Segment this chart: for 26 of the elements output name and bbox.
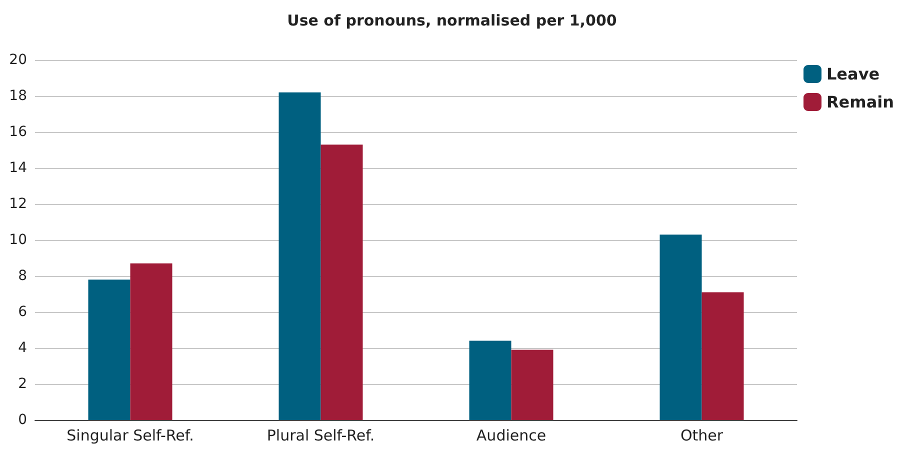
bar (88, 280, 130, 420)
bar (511, 350, 554, 420)
y-tick-label: 0 (18, 412, 27, 428)
bar (320, 144, 363, 420)
x-tick-label: Singular Self-Ref. (66, 426, 194, 444)
bar (130, 263, 172, 420)
bar (469, 340, 512, 420)
legend-label: Remain (826, 92, 894, 112)
y-tick-label: 14 (9, 160, 28, 176)
legend-label: Leave (826, 64, 880, 84)
bar (660, 234, 702, 420)
x-tick-label: Other (680, 426, 724, 444)
y-tick-label: 4 (18, 340, 28, 356)
bar (278, 92, 321, 420)
y-tick-label: 12 (9, 196, 27, 212)
bar (702, 292, 744, 420)
x-tick-label: Plural Self-Ref. (266, 426, 375, 444)
y-tick-label: 16 (9, 124, 28, 140)
y-tick-label: 8 (18, 268, 27, 284)
y-tick-label: 20 (9, 52, 27, 68)
y-tick-label: 6 (18, 304, 28, 320)
x-tick-label: Audience (476, 426, 546, 444)
chart-title: Use of pronouns, normalised per 1,000 (287, 12, 617, 30)
y-tick-label: 10 (9, 232, 27, 248)
y-tick-label: 2 (18, 376, 27, 392)
y-tick-label: 18 (9, 88, 27, 104)
